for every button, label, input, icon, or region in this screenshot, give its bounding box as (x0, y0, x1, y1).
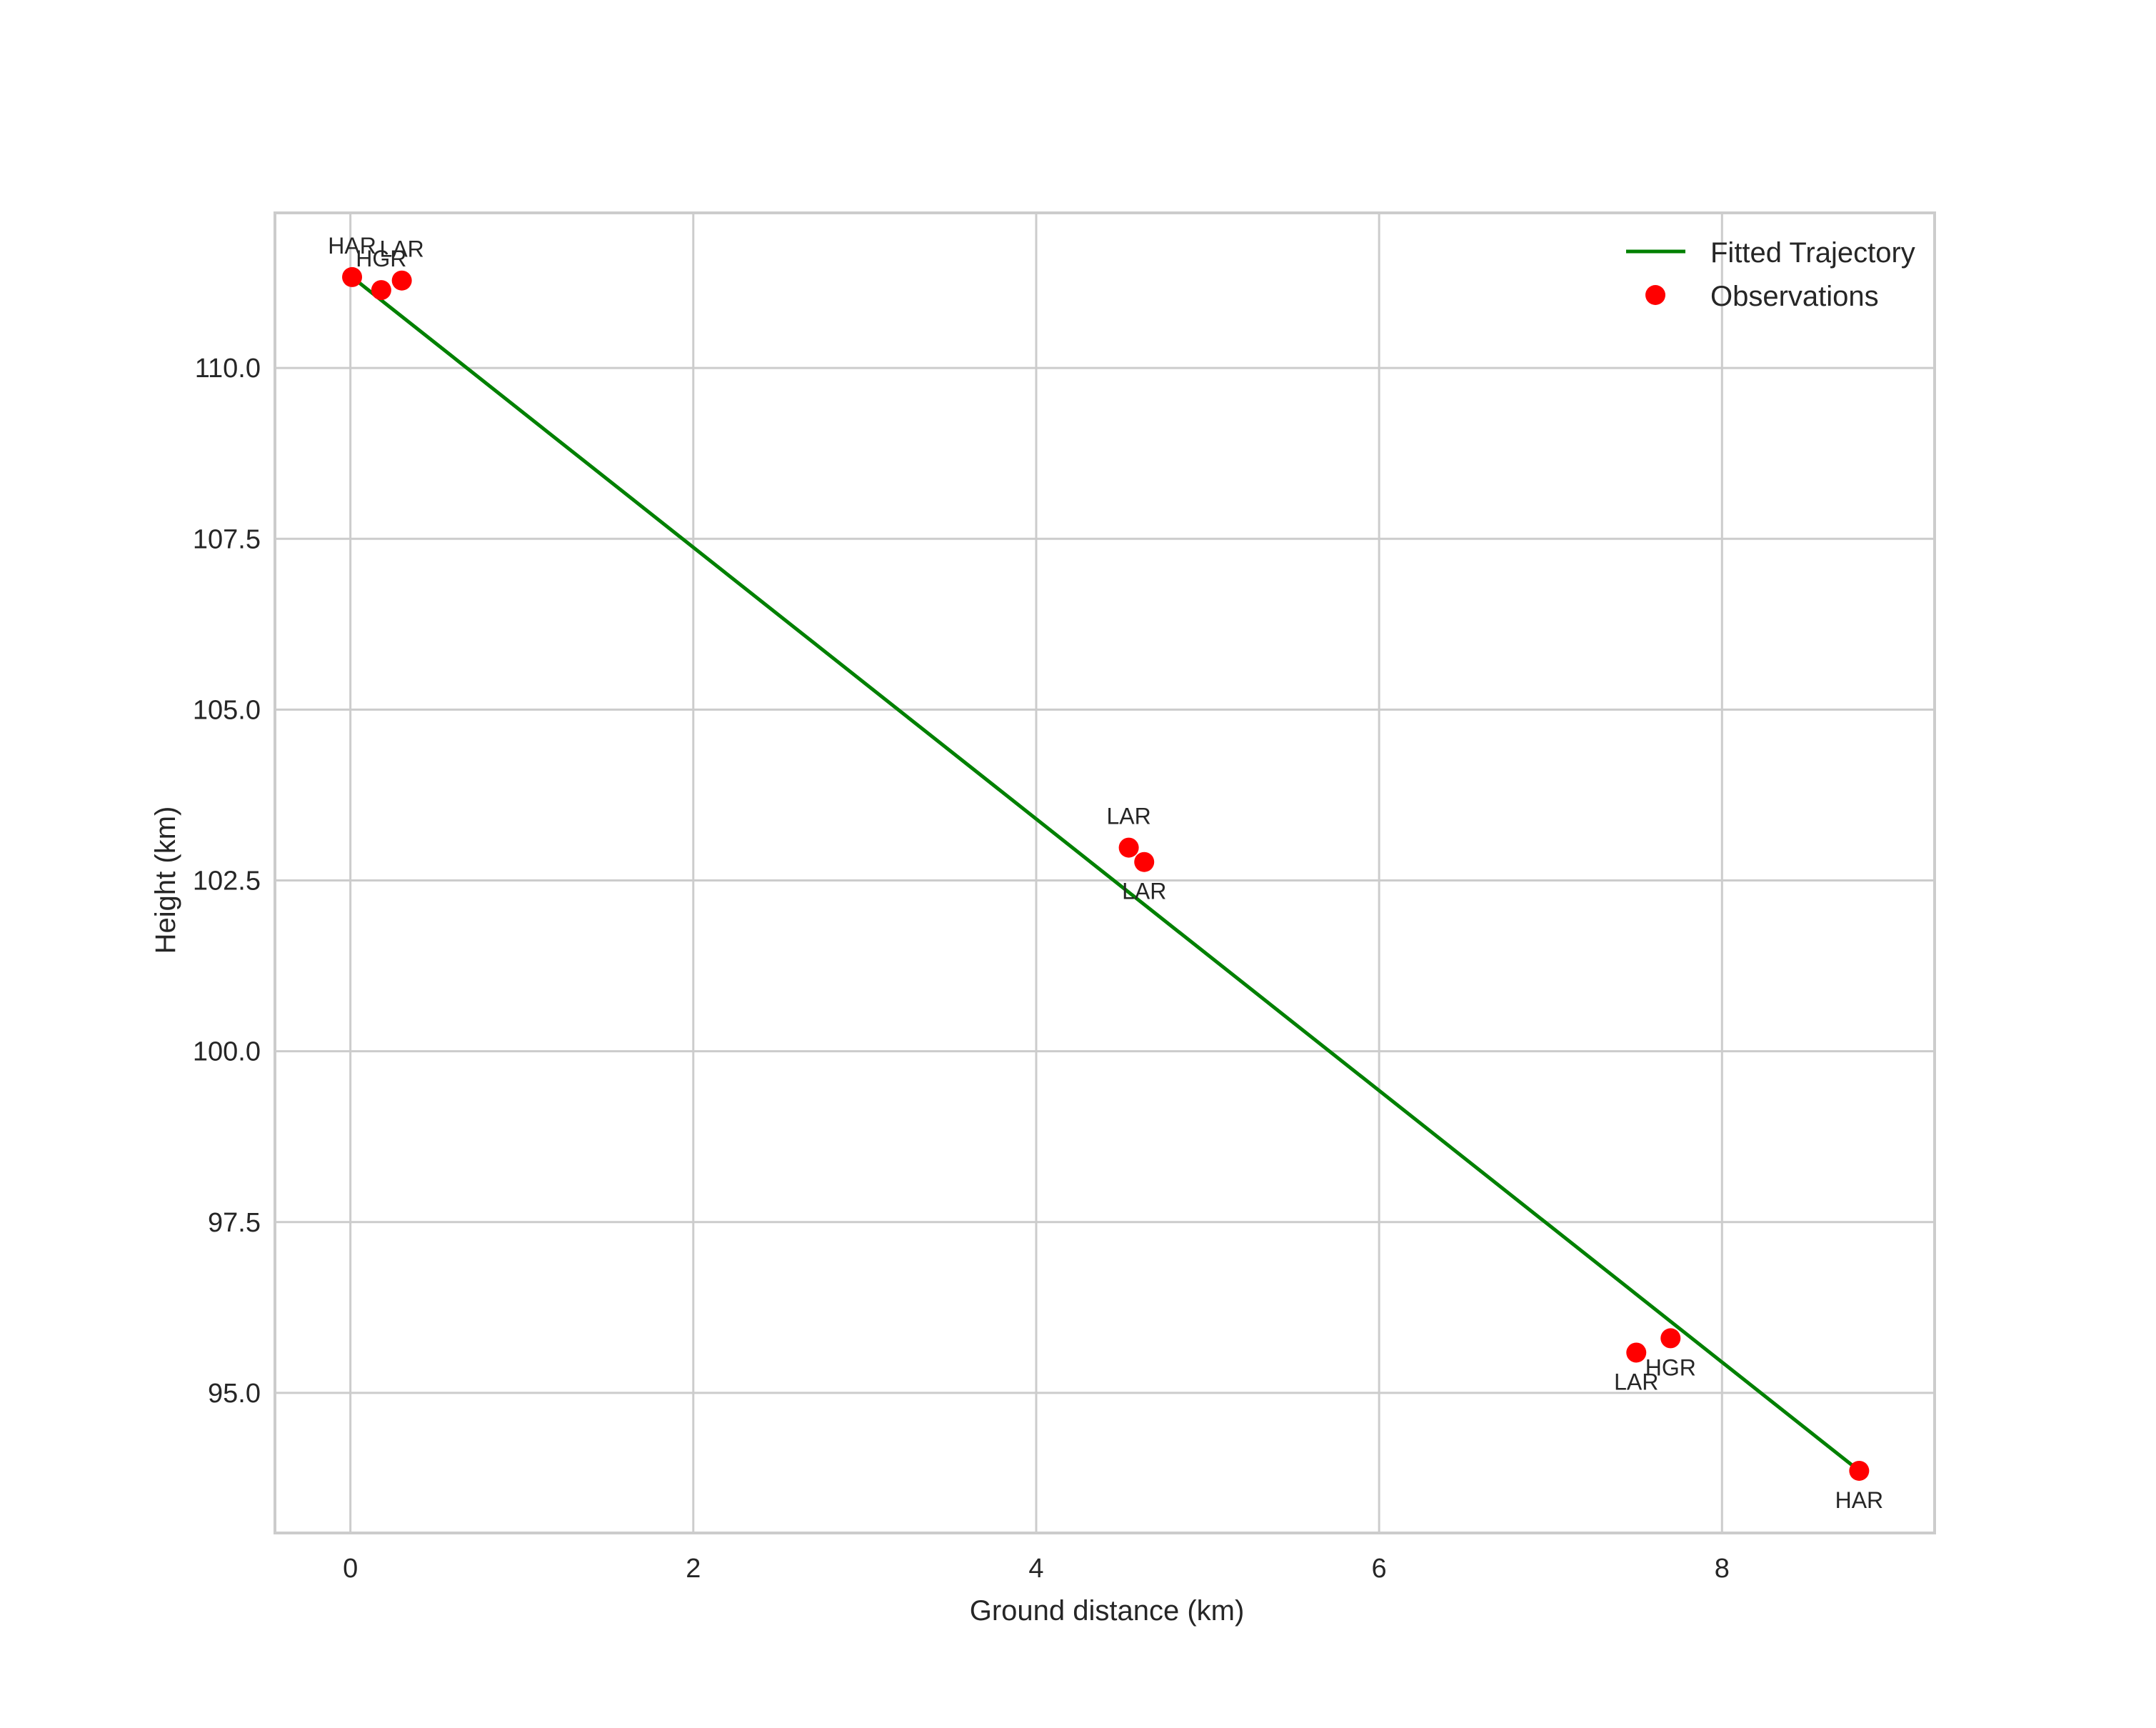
x-tick-label: 8 (1715, 1554, 1730, 1584)
observation-label: LAR (380, 236, 424, 262)
legend: Fitted Trajectory Observations (1626, 237, 1915, 312)
x-tick-label: 2 (686, 1554, 701, 1584)
y-tick-label: 105.0 (193, 695, 261, 725)
fitted-trajectory-line (351, 275, 1860, 1472)
x-tick-label: 6 (1372, 1554, 1387, 1584)
observation-point (1134, 851, 1155, 872)
x-axis-label: Ground distance (km) (970, 1595, 1245, 1627)
observation-label: HAR (1835, 1487, 1884, 1513)
y-gridlines (275, 366, 1935, 1394)
observation-point (1660, 1328, 1681, 1349)
x-tick-labels: 0 2 4 6 8 (343, 1554, 1730, 1584)
y-tick-label: 95.0 (208, 1379, 261, 1409)
x-tick-label: 4 (1028, 1554, 1043, 1584)
observation-point (371, 280, 391, 301)
observation-label: LAR (1106, 804, 1150, 829)
legend-circle-icon (1645, 285, 1665, 305)
observation-points (342, 266, 1870, 1481)
observation-label: HGR (356, 246, 406, 271)
legend-label-observations: Observations (1710, 281, 1879, 312)
observation-label: HGR (1645, 1354, 1696, 1380)
y-tick-label: 107.5 (193, 524, 261, 554)
y-tick-labels: 95.0 97.5 100.0 102.5 105.0 107.5 110.0 (193, 354, 261, 1409)
observation-label: LAR (1614, 1369, 1658, 1394)
observation-label: HAR (328, 233, 376, 259)
x-gridlines (349, 213, 1723, 1533)
y-tick-label: 102.5 (193, 867, 261, 897)
trajectory-line (351, 275, 1860, 1472)
y-axis-label: Height (km) (150, 806, 181, 954)
y-tick-label: 110.0 (195, 354, 261, 384)
observation-point (1849, 1460, 1870, 1481)
observation-point (342, 266, 363, 287)
x-tick-label: 0 (343, 1554, 358, 1584)
observation-point (391, 270, 412, 291)
observation-label: LAR (1122, 879, 1166, 904)
plot-frame (274, 211, 1936, 1534)
observation-point (1118, 837, 1139, 858)
legend-label-fitted-trajectory: Fitted Trajectory (1710, 237, 1915, 269)
y-tick-label: 100.0 (193, 1037, 261, 1067)
observation-point (1626, 1342, 1647, 1363)
y-tick-label: 97.5 (208, 1208, 261, 1238)
